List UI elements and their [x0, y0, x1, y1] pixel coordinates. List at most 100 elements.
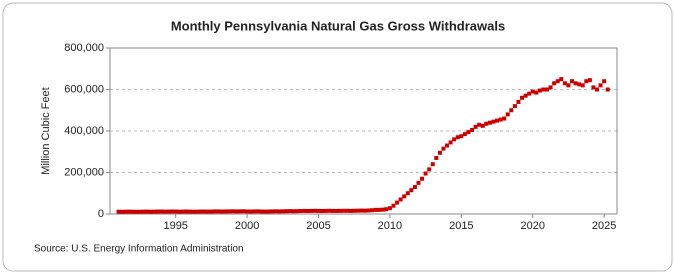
data-point — [212, 209, 217, 214]
data-point — [480, 123, 485, 128]
data-point — [237, 209, 242, 214]
data-point — [202, 209, 207, 214]
data-point — [227, 209, 232, 214]
data-point — [355, 208, 360, 213]
data-point — [280, 209, 285, 214]
data-point — [384, 207, 389, 212]
data-point — [366, 208, 371, 213]
data-point — [127, 209, 132, 214]
data-point — [230, 209, 235, 214]
data-point — [487, 120, 492, 125]
data-point — [248, 209, 253, 214]
data-point — [427, 167, 432, 172]
data-point — [462, 132, 467, 137]
data-point — [234, 209, 239, 214]
data-point — [116, 209, 121, 214]
data-point — [605, 87, 610, 92]
x-tick-label: 2005 — [306, 220, 330, 232]
data-point — [409, 188, 414, 193]
data-point — [162, 209, 167, 214]
data-point — [334, 208, 339, 213]
data-point — [270, 209, 275, 214]
data-point — [130, 209, 135, 214]
data-point — [287, 209, 292, 214]
data-point — [345, 208, 350, 213]
data-point — [441, 146, 446, 151]
x-tick-label: 1995 — [163, 220, 187, 232]
data-point — [205, 209, 210, 214]
data-point — [159, 209, 164, 214]
x-tick-label: 2025 — [592, 220, 616, 232]
data-point — [416, 180, 421, 185]
data-point — [391, 203, 396, 208]
data-point — [323, 208, 328, 213]
x-tick-label: 2020 — [520, 220, 544, 232]
data-point — [380, 207, 385, 212]
data-point — [220, 209, 225, 214]
data-point — [155, 209, 160, 214]
data-point — [137, 209, 142, 214]
data-point — [559, 77, 564, 82]
data-point — [216, 209, 221, 214]
data-point — [166, 209, 171, 214]
data-point — [420, 176, 425, 181]
x-tick-label: 2015 — [449, 220, 473, 232]
data-point — [223, 209, 228, 214]
data-point — [359, 208, 364, 213]
data-point — [312, 208, 317, 213]
data-point — [412, 185, 417, 190]
y-tick-label: 0 — [98, 208, 104, 220]
y-tick-label: 800,000 — [64, 42, 104, 54]
data-point — [587, 78, 592, 83]
data-point — [277, 209, 282, 214]
data-point — [430, 162, 435, 167]
data-point — [259, 209, 264, 214]
data-point — [530, 89, 535, 94]
data-point — [295, 209, 300, 214]
data-point — [305, 208, 310, 213]
data-point — [284, 209, 289, 214]
data-point — [584, 79, 589, 84]
data-point — [537, 88, 542, 93]
chart-title: Monthly Pennsylvania Natural Gas Gross W… — [171, 18, 505, 33]
data-point — [570, 79, 575, 84]
data-point — [523, 93, 528, 98]
data-point — [580, 83, 585, 88]
data-point — [541, 87, 546, 92]
data-point — [534, 90, 539, 95]
data-point — [437, 150, 442, 155]
data-point — [448, 140, 453, 145]
data-point — [177, 209, 182, 214]
data-point — [470, 127, 475, 132]
data-point — [516, 99, 521, 104]
data-point — [484, 121, 489, 126]
data-point — [180, 209, 185, 214]
data-point — [520, 95, 525, 100]
data-point — [505, 112, 510, 117]
data-point — [405, 191, 410, 196]
data-point — [273, 209, 278, 214]
data-point — [452, 137, 457, 142]
data-point — [316, 208, 321, 213]
data-point — [362, 208, 367, 213]
y-axis-label: Million Cubic Feet — [40, 87, 52, 174]
data-point — [173, 209, 178, 214]
data-point — [434, 155, 439, 160]
data-point — [509, 108, 514, 113]
data-point — [545, 87, 550, 92]
data-point — [577, 82, 582, 87]
data-point — [398, 197, 403, 202]
data-point — [527, 91, 532, 96]
data-point — [327, 208, 332, 213]
data-point — [252, 209, 257, 214]
data-point — [187, 209, 192, 214]
data-point — [120, 209, 125, 214]
data-point — [134, 209, 139, 214]
plot-border — [109, 47, 618, 215]
data-point — [352, 208, 357, 213]
y-tick-label: 200,000 — [64, 166, 104, 178]
data-point — [330, 208, 335, 213]
y-tick-label: 400,000 — [64, 125, 104, 137]
data-point — [377, 207, 382, 212]
